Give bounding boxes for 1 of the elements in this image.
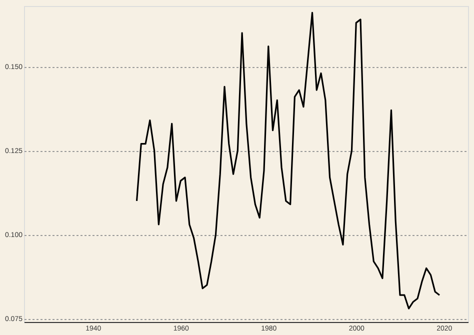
line-series [136, 12, 440, 310]
